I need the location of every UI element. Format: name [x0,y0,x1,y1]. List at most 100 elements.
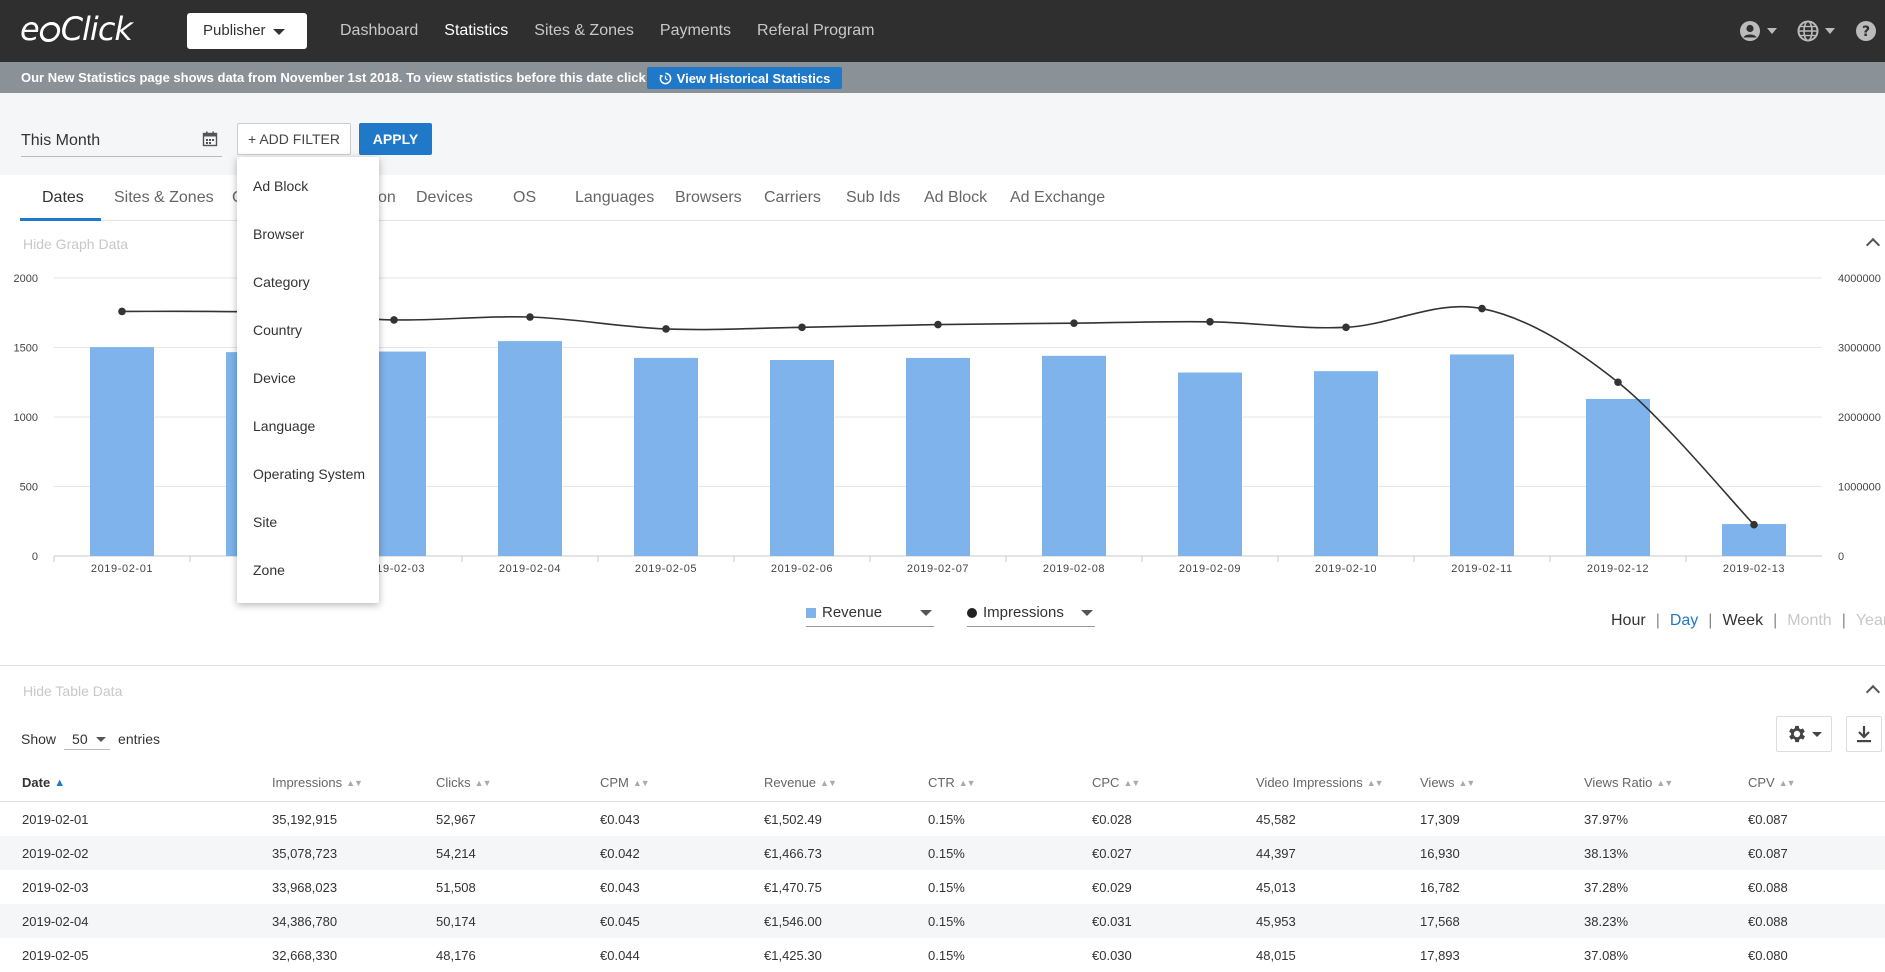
filter-option-site[interactable]: Site [253,514,278,530]
col-header-date[interactable]: Date ▲ [22,775,65,790]
download-button[interactable] [1846,716,1882,752]
tab-carriers[interactable]: Carriers [764,189,821,206]
apply-button[interactable]: APPLY [359,123,432,155]
impressions-point [1478,304,1486,313]
filter-option-device[interactable]: Device [253,370,296,386]
cell-cpv: €0.088 [1748,880,1788,895]
cell-cpc: €0.029 [1092,880,1132,895]
tab-location-partial[interactable]: on [378,189,396,206]
tab-devices[interactable]: Devices [416,189,473,206]
collapse-table-icon[interactable] [1865,684,1881,700]
globe-icon [1797,20,1819,42]
cell-views-ratio: 38.23% [1584,914,1629,929]
cell-views-ratio: 37.28% [1584,880,1629,895]
legend-impressions-select[interactable]: Impressions [967,604,1095,627]
nav-link-sites-zones[interactable]: Sites & Zones [534,22,634,39]
exoclick-logo[interactable]: e Click [20,10,133,48]
period-day[interactable]: Day [1669,612,1699,629]
cell-ctr: 0.15% [928,846,965,861]
impressions-point [934,320,942,329]
col-header-views[interactable]: Views ▲▼ [1420,775,1475,790]
tab-browsers[interactable]: Browsers [675,189,742,206]
entries-per-page-select[interactable]: 50 [64,728,111,750]
cell-video-impressions: 45,953 [1256,914,1296,929]
period-hour[interactable]: Hour [1611,612,1646,629]
col-header-cpv[interactable]: CPV ▲▼ [1748,775,1796,790]
tab-ad-block[interactable]: Ad Block [924,189,988,206]
sort-ascending-icon: ▲ [54,777,65,789]
cell-cpm: €0.042 [600,846,640,861]
sort-icon: ▲▼ [1458,778,1475,788]
legend-impressions-dot [967,607,977,618]
column-settings-button[interactable] [1776,716,1832,752]
cell-video-impressions: 45,582 [1256,812,1296,827]
bar-revenue [770,360,834,556]
logo-ring-icon [37,22,62,42]
filter-option-zone[interactable]: Zone [253,562,285,578]
help-button[interactable]: ? [1855,20,1877,42]
col-header-views-ratio[interactable]: Views Ratio ▲▼ [1584,775,1673,790]
nav-link-payments[interactable]: Payments [659,22,732,39]
filter-option-operating-system[interactable]: Operating System [253,466,366,482]
role-select[interactable]: Publisher [187,13,307,49]
nav-link-statistics[interactable]: Statistics [444,22,509,39]
cell-clicks: 52,967 [436,812,476,827]
language-menu[interactable] [1797,20,1835,42]
view-historical-statistics-button[interactable]: View Historical Statistics [647,67,842,89]
impressions-point [526,313,534,321]
x-axis-tick-label: 2019-02-10 [1315,563,1377,575]
calendar-icon [202,131,218,147]
nav-link-referal-program[interactable]: Referal Program [757,22,875,39]
cell-date: 2019-02-04 [22,914,89,929]
col-header-impressions[interactable]: Impressions ▲▼ [272,775,363,790]
filter-option-browser[interactable]: Browser [253,226,305,242]
account-menu[interactable] [1739,20,1777,42]
col-header-clicks[interactable]: Clicks ▲▼ [436,775,491,790]
left-axis-tick-label: 500 [20,482,38,494]
tab-os[interactable]: OS [513,189,537,206]
col-header-video-impressions[interactable]: Video Impressions ▲▼ [1256,775,1384,790]
cell-cpv: €0.080 [1748,948,1788,963]
chevron-down-icon [273,29,285,35]
tab-dates[interactable]: Dates [42,189,84,206]
tab-sites-zones[interactable]: Sites & Zones [114,189,214,206]
filter-option-country[interactable]: Country [253,322,303,338]
col-header-revenue[interactable]: Revenue ▲▼ [764,775,837,790]
col-header-ctr[interactable]: CTR ▲▼ [928,775,976,790]
period-week[interactable]: Week [1722,612,1764,629]
cell-impressions: 34,386,780 [272,914,338,929]
active-tab-indicator [20,218,101,221]
collapse-graph-icon[interactable] [1865,237,1881,253]
cell-revenue: €1,470.75 [764,880,822,895]
x-axis-tick-label: 2019-02-05 [635,563,697,575]
filter-option-category[interactable]: Category [253,274,310,290]
date-range-picker[interactable]: This Month [21,129,222,157]
cell-impressions: 33,968,023 [272,880,338,895]
x-axis-tick-label: 2019-02-04 [499,563,561,575]
sort-icon: ▲▼ [820,778,837,788]
period-year: Year [1855,612,1885,629]
nav-link-dashboard[interactable]: Dashboard [340,22,419,39]
cell-date: 2019-02-05 [22,948,89,963]
add-filter-button[interactable]: + ADD FILTER [237,123,351,155]
cell-views: 17,893 [1420,948,1460,963]
legend-underline [967,626,1095,627]
legend-revenue-select[interactable]: Revenue [806,604,934,627]
tab-sub-ids[interactable]: Sub Ids [846,189,901,206]
table-row: 2019-02-01 35,192,915 52,967 €0.043 €1,502.4… [0,802,1885,836]
col-header-cpc[interactable]: CPC ▲▼ [1092,775,1140,790]
filter-option-language[interactable]: Language [253,418,316,434]
hide-graph-toggle[interactable]: Hide Graph Data [23,236,129,252]
x-axis-tick-label: 2019-02-07 [907,563,969,575]
table-row: 2019-02-05 32,668,330 48,176 €0.044 €1,425.3… [0,938,1885,972]
bar-revenue [1450,354,1514,556]
right-axis-tick-label: 4000000 [1838,273,1881,285]
impressions-point [118,307,126,316]
tab-ad-exchange[interactable]: Ad Exchange [1010,189,1106,206]
bar-revenue [498,341,562,556]
tab-languages[interactable]: Languages [575,189,655,206]
filter-option-ad-block[interactable]: Ad Block [253,178,309,194]
cell-cpc: €0.030 [1092,948,1132,963]
col-header-cpm[interactable]: CPM ▲▼ [600,775,650,790]
hide-table-toggle[interactable]: Hide Table Data [23,683,123,699]
